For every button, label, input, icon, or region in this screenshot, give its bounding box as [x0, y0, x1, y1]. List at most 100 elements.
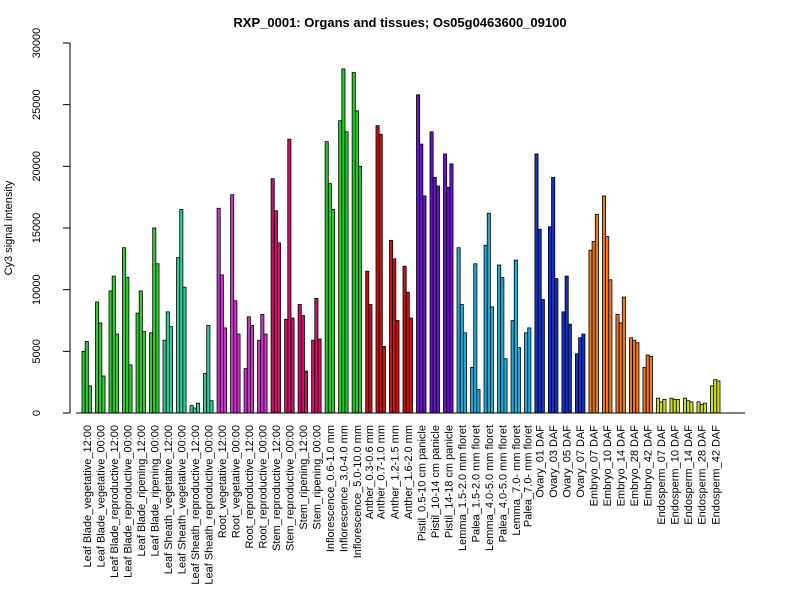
bar-16-1	[300, 315, 305, 414]
x-axis: Leaf Blade_vegetative_12:00 Leaf Blade_ve…	[76, 412, 745, 585]
x-tick-label-6: Leaf Sheath_vegetative_12:00	[163, 425, 175, 574]
bar-26-0	[429, 131, 434, 414]
bar-3-0	[122, 247, 127, 414]
bar-45-2	[689, 401, 694, 414]
bar-29-2	[476, 389, 481, 414]
x-tick-label-33: Palea_7.0- mm floret	[523, 425, 535, 527]
x-tick-label-12: Root_reproductive_12:00	[244, 425, 256, 549]
bar-4-0	[135, 312, 140, 414]
bar-47-0	[710, 385, 715, 414]
y-axis: 0 5000 10000 15000 20000 25000 30000	[31, 28, 71, 416]
bar-36-1	[564, 275, 569, 414]
x-tick-label-3: Leaf Blade_reproductive_00:00	[122, 425, 134, 578]
bar-20-2	[358, 165, 363, 414]
bar-19-1	[341, 68, 346, 414]
bar-11-1	[233, 300, 238, 414]
bar-30-0	[483, 244, 488, 414]
x-tick-label-16: Stem_ripening_12:00	[298, 425, 310, 530]
x-tick-label-35: Ovary_03 DAF	[548, 425, 560, 498]
bar-14-0	[270, 178, 275, 414]
y-tick-label-5: 25000	[31, 89, 43, 120]
bar-47-2	[716, 380, 721, 414]
bar-1-0	[95, 301, 100, 414]
bar-36-2	[567, 323, 572, 414]
x-tick-label-38: Embryo_07 DAF	[589, 425, 601, 507]
bar-31-0	[497, 264, 502, 414]
x-tick-label-15: Stem_reproductive_00:00	[284, 425, 296, 551]
x-tick-label-17: Stem_ripening_00:00	[311, 425, 323, 530]
bar-26-2	[435, 185, 440, 414]
bar-33-1	[527, 327, 532, 414]
bar-14-2	[277, 242, 282, 414]
y-axis-label: Cy3 signal intensity	[3, 180, 15, 275]
bar-23-0	[389, 239, 394, 414]
bar-40-2	[621, 296, 626, 414]
x-tick-label-0: Leaf Blade_vegetative_12:00	[82, 425, 94, 568]
bar-27-0	[443, 153, 448, 414]
x-tick-label-4: Leaf Blade_ripening_12:00	[136, 425, 148, 557]
bar-13-0	[257, 339, 262, 414]
bar-7-2	[182, 286, 187, 414]
bar-25-0	[416, 94, 421, 414]
bar-23-1	[392, 258, 397, 414]
bar-43-2	[662, 399, 667, 414]
bar-8-1	[192, 407, 197, 414]
x-tick-label-9: Leaf Sheath_reproductive_00:00	[203, 425, 215, 585]
bar-13-1	[260, 313, 265, 414]
bar-5-0	[149, 332, 154, 414]
bar-17-0	[311, 339, 316, 414]
x-tick-label-7: Leaf Sheath_vegetative_00:00	[176, 425, 188, 574]
bar-7-1	[179, 209, 184, 414]
bar-28-1	[459, 304, 464, 414]
bar-17-2	[317, 338, 322, 414]
bar-35-1	[551, 177, 556, 414]
bar-20-1	[354, 110, 359, 414]
bar-34-2	[540, 299, 545, 414]
x-tick-label-45: Endosperm_14 DAF	[683, 425, 695, 525]
bar-39-2	[608, 279, 613, 414]
bar-14-1	[273, 210, 278, 414]
bar-18-2	[331, 209, 336, 414]
x-tick-label-2: Leaf Blade_reproductive_12:00	[109, 425, 121, 578]
bar-24-1	[405, 291, 410, 414]
bar-16-2	[304, 370, 309, 414]
bar-0-1	[84, 341, 89, 414]
bar-47-1	[713, 379, 718, 414]
x-tick-label-42: Embryo_42 DAF	[643, 425, 655, 507]
bar-1-1	[98, 322, 103, 414]
bar-19-0	[338, 120, 343, 414]
bar-43-1	[659, 401, 664, 414]
x-tick-label-34: Ovary_01 DAF	[535, 425, 547, 498]
x-tick-label-29: Palea_1.5-2.0 mm floret	[470, 425, 482, 542]
x-tick-label-20: Inflorescence_5.0-10.0 mm	[352, 425, 364, 558]
bar-44-0	[669, 397, 674, 414]
bar-21-1	[368, 304, 373, 414]
bar-32-1	[513, 259, 518, 414]
x-tick-label-5: Leaf Blade_ripening_00:00	[149, 425, 161, 557]
bar-27-1	[446, 186, 451, 414]
bar-44-2	[675, 399, 680, 414]
x-tick-label-26: Pistil_10-14 cm panicle	[430, 425, 442, 538]
bar-35-2	[554, 278, 559, 414]
bar-2-2	[114, 333, 119, 414]
x-tick-label-37: Ovary_07 DAF	[575, 425, 587, 498]
bar-15-0	[284, 318, 289, 414]
bar-0-2	[87, 385, 92, 414]
x-tick-label-32: Lemma_7.0- mm floret	[511, 425, 523, 536]
x-tick-label-8: Leaf Sheath_reproductive_12:00	[190, 425, 202, 585]
bar-9-0	[203, 373, 208, 414]
x-tick-label-23: Anther_1.2-1.5 mm	[389, 425, 401, 519]
bar-37-0	[575, 353, 579, 414]
bar-1-2	[101, 375, 106, 414]
bar-3-1	[125, 276, 130, 414]
bar-31-1	[500, 276, 505, 414]
bar-34-0	[534, 153, 539, 414]
x-tick-label-11: Root_vegetative_00:00	[230, 425, 242, 538]
x-tick-label-40: Embryo_14 DAF	[616, 425, 628, 507]
bar-25-1	[419, 143, 424, 414]
bar-40-1	[618, 322, 623, 414]
bar-4-1	[138, 290, 143, 414]
x-tick-label-27: Pistil_14-18 cm panicle	[443, 425, 455, 538]
bar-21-0	[365, 270, 370, 414]
bar-42-1	[645, 354, 650, 414]
